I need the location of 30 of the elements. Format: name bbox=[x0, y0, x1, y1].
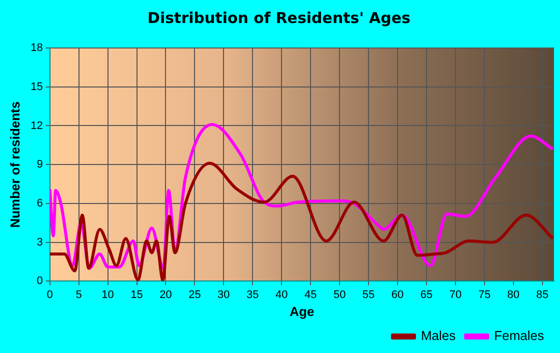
x-tick-label: 60 bbox=[391, 288, 404, 301]
y-tick-label: 12 bbox=[30, 120, 43, 132]
x-axis-title: Age bbox=[290, 304, 314, 319]
x-tick-label: 55 bbox=[362, 288, 375, 301]
x-tick-label: 25 bbox=[188, 288, 201, 301]
x-tick-label: 35 bbox=[246, 288, 259, 301]
chart-title: Distribution of Residents' Ages bbox=[148, 8, 411, 27]
x-tick-label: 30 bbox=[218, 288, 230, 301]
x-tick-label: 20 bbox=[160, 288, 172, 301]
x-tick-label: 5 bbox=[76, 288, 82, 301]
y-tick-label: 6 bbox=[36, 198, 43, 210]
x-tick-label: 50 bbox=[333, 288, 346, 301]
x-tick-label: 15 bbox=[130, 288, 143, 301]
y-axis-title: Number of residents bbox=[7, 101, 22, 228]
y-tick-label: 3 bbox=[36, 236, 43, 248]
legend-label: Males bbox=[420, 328, 456, 344]
legend-label: Females bbox=[494, 328, 544, 344]
y-tick-label: 15 bbox=[30, 80, 43, 93]
y-tick-label: 0 bbox=[36, 275, 43, 288]
x-tick-label: 0 bbox=[46, 288, 53, 301]
x-tick-label: 10 bbox=[102, 288, 114, 301]
y-tick-label: 18 bbox=[30, 42, 43, 54]
x-tick-label: 40 bbox=[276, 288, 288, 301]
x-tick-label: 75 bbox=[478, 288, 491, 301]
y-tick-label: 9 bbox=[36, 158, 43, 171]
x-tick-label: 70 bbox=[449, 288, 462, 301]
x-tick-label: 85 bbox=[536, 288, 549, 301]
x-tick-label: 65 bbox=[420, 288, 433, 301]
x-tick-label: 45 bbox=[304, 288, 317, 301]
x-tick-label: 80 bbox=[507, 288, 520, 301]
